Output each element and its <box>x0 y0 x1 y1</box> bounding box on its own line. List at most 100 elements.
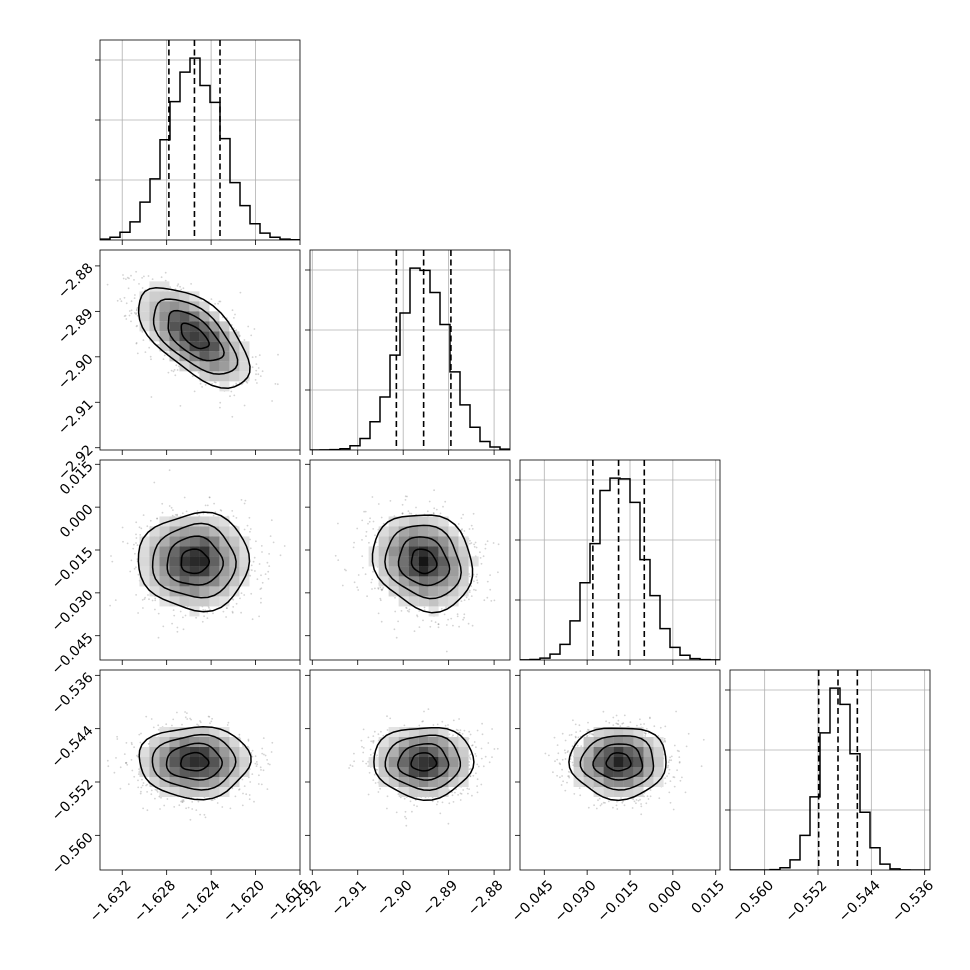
sample-point <box>462 618 464 621</box>
sample-point <box>243 594 246 596</box>
density-bin <box>388 556 399 567</box>
sample-point <box>180 800 182 803</box>
sample-point <box>106 759 109 762</box>
sample-point <box>489 574 491 576</box>
sample-point <box>410 512 413 515</box>
sample-point <box>462 513 464 516</box>
density-bin <box>189 361 200 372</box>
sample-point <box>250 751 253 754</box>
sample-point <box>260 601 262 604</box>
sample-point <box>134 552 136 555</box>
density-bin <box>458 576 469 587</box>
sample-point <box>249 781 252 783</box>
sample-point <box>250 564 253 567</box>
density-bin <box>229 546 240 557</box>
sample-point <box>452 624 454 627</box>
sample-point <box>135 270 138 273</box>
density-bin <box>149 536 160 547</box>
sample-point <box>225 607 228 609</box>
sample-point <box>176 513 179 516</box>
sample-point <box>267 578 270 580</box>
sample-point <box>176 630 179 633</box>
sample-point <box>171 514 174 517</box>
density-bin <box>378 526 389 537</box>
sample-point <box>206 617 209 619</box>
sample-point <box>211 717 214 720</box>
sample-point <box>175 364 178 367</box>
sample-point <box>257 373 260 376</box>
sample-point <box>128 310 131 312</box>
density-bin <box>179 341 190 352</box>
sample-point <box>255 373 257 376</box>
sample-point <box>130 309 133 312</box>
sample-point <box>408 608 411 611</box>
panel-content <box>106 270 279 418</box>
sample-point <box>197 724 200 727</box>
sample-point <box>397 620 399 623</box>
sample-point <box>176 514 179 517</box>
sample-point <box>251 366 254 369</box>
contour-level-2 <box>152 298 239 375</box>
density-bin <box>448 586 459 597</box>
sample-point <box>260 574 262 577</box>
density-bin <box>199 546 210 557</box>
sample-point <box>187 806 190 809</box>
sample-point <box>135 533 137 536</box>
density-bin <box>378 566 389 577</box>
sample-point <box>125 302 128 305</box>
panel-1-1 <box>305 249 511 455</box>
density-bin <box>169 341 180 352</box>
sample-point <box>372 528 375 530</box>
sample-point <box>208 715 211 718</box>
sample-point <box>258 615 260 618</box>
sample-point <box>156 791 159 793</box>
sample-point <box>146 809 149 812</box>
density-bin <box>428 526 439 537</box>
sample-point <box>172 370 175 373</box>
sample-point <box>262 737 265 739</box>
sample-point <box>128 314 131 317</box>
sample-point <box>260 587 263 590</box>
sample-point <box>492 542 495 544</box>
sample-point <box>174 374 177 377</box>
sample-point <box>470 595 473 597</box>
sample-point <box>372 520 375 523</box>
density-bin <box>189 556 200 567</box>
density-bin <box>408 536 419 547</box>
sample-point <box>389 500 392 502</box>
density-bin <box>149 566 160 577</box>
sample-point <box>111 560 114 563</box>
contour-level-1 <box>166 535 224 586</box>
density-bin <box>229 351 240 362</box>
sample-point <box>150 789 153 792</box>
sample-point <box>283 545 286 547</box>
sample-point <box>473 545 476 548</box>
sample-point <box>467 622 470 625</box>
histogram-1 <box>310 267 510 450</box>
sample-point <box>149 519 152 522</box>
density-bin <box>139 546 150 557</box>
sample-point <box>474 589 477 592</box>
sample-point <box>146 783 149 786</box>
sample-point <box>365 535 367 537</box>
density-bin <box>179 361 190 372</box>
sample-point <box>219 300 222 303</box>
density-bin <box>149 281 160 292</box>
density-bin <box>219 596 230 607</box>
density-bin <box>189 526 200 537</box>
sample-point <box>243 785 246 787</box>
sample-point <box>233 327 235 330</box>
sample-point <box>127 783 130 786</box>
sample-point <box>447 618 449 621</box>
density-bin <box>448 546 459 557</box>
density-bin <box>209 566 220 577</box>
panel-frame <box>309 459 511 661</box>
sample-point <box>243 502 246 505</box>
sample-point <box>182 287 185 290</box>
sample-point <box>367 522 369 525</box>
sample-point <box>155 789 158 792</box>
sample-point <box>126 763 129 766</box>
sample-point <box>138 283 140 285</box>
sample-point <box>352 546 355 549</box>
sample-point <box>240 592 243 595</box>
